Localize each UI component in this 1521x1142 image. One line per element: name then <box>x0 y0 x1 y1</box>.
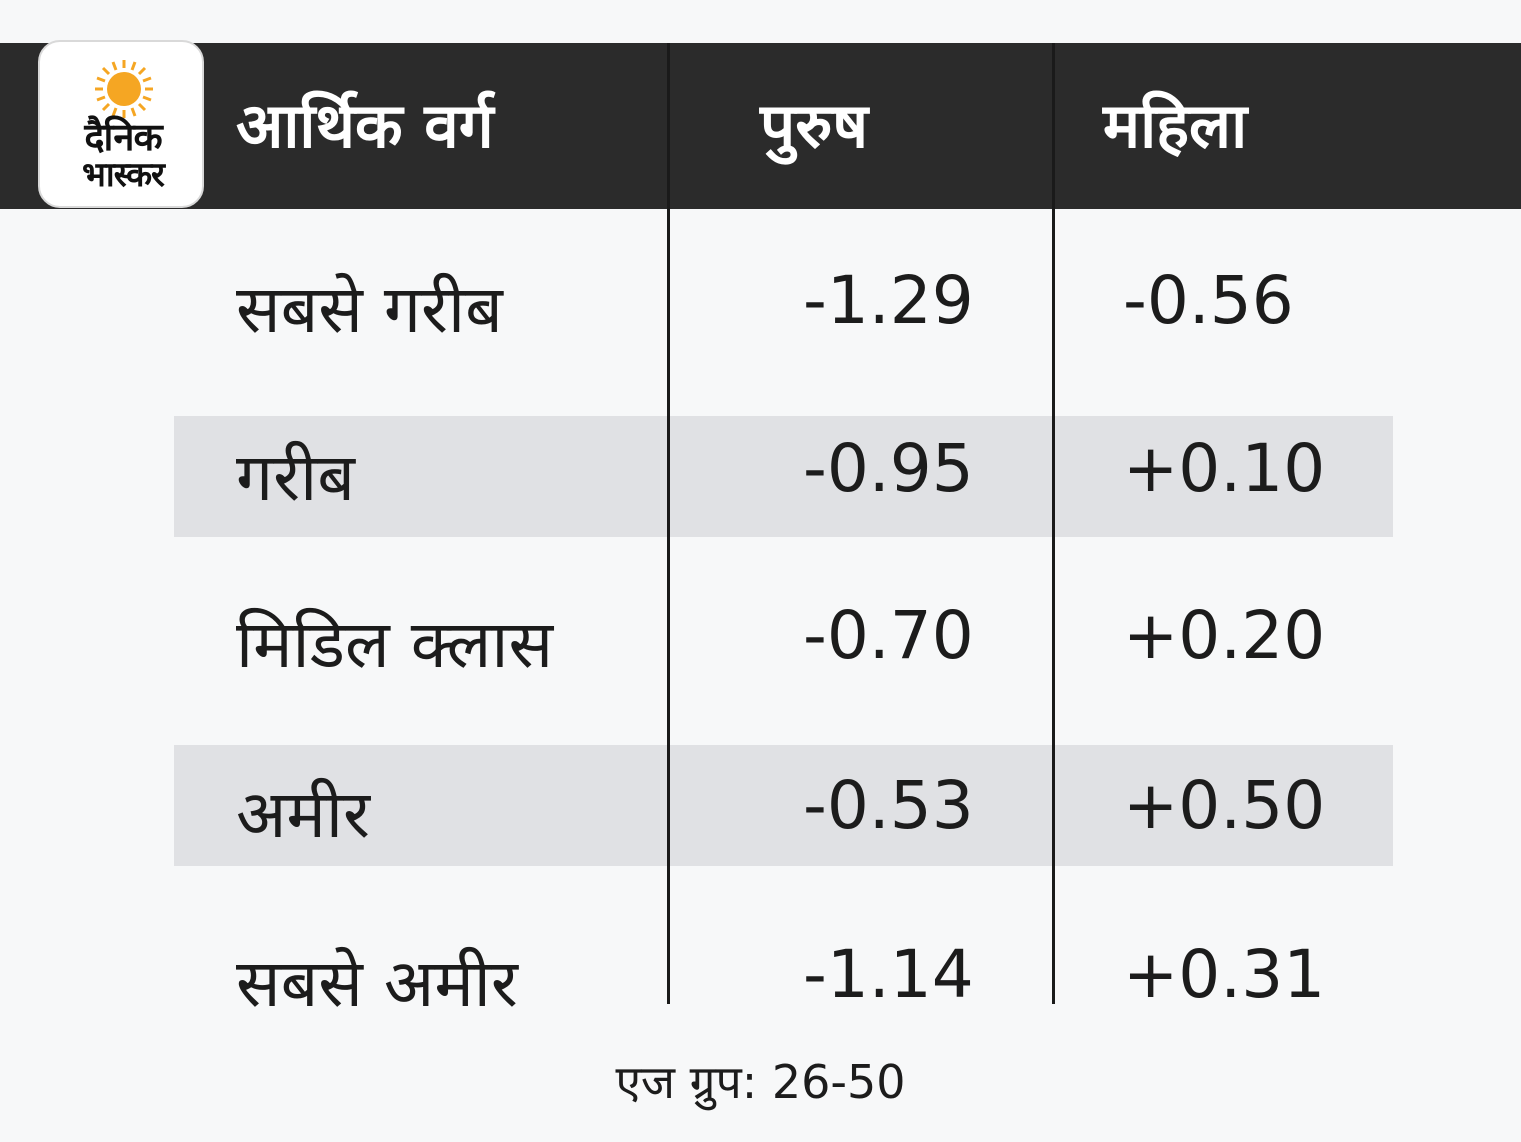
row-1-label: सबसे गरीब <box>236 271 503 348</box>
table-header-bar <box>0 43 1521 209</box>
row-2-men-value: -0.95 <box>803 430 974 507</box>
row-1-women-value: -0.56 <box>1123 262 1294 339</box>
column-divider-2 <box>1052 43 1055 1004</box>
row-4-women-value: +0.50 <box>1123 767 1326 844</box>
logo-word-dainik: दैनिक <box>84 115 162 159</box>
row-3-men-value: -0.70 <box>803 597 974 674</box>
row-3-label: मिडिल क्लास <box>236 606 554 683</box>
row-3-women-value: +0.20 <box>1123 597 1326 674</box>
header-men: पुरुष <box>760 89 869 162</box>
header-women: महिला <box>1103 89 1248 162</box>
row-2-label: गरीब <box>236 439 355 516</box>
age-group-footnote: एज ग्रुप: 26-50 <box>615 1055 906 1109</box>
dainik-bhaskar-logo: दैनिक भास्कर <box>38 40 204 208</box>
row-1-men-value: -1.29 <box>803 262 974 339</box>
row-4-label: अमीर <box>236 776 370 853</box>
row-band-2 <box>174 416 1393 537</box>
row-5-label: सबसे अमीर <box>236 945 518 1022</box>
header-economic-class: आर्थिक वर्ग <box>236 89 494 162</box>
sun-icon <box>95 60 153 118</box>
row-band-4 <box>174 745 1393 866</box>
column-divider-1 <box>667 43 670 1004</box>
logo-word-bhaskar: भास्कर <box>82 155 165 195</box>
row-5-women-value: +0.31 <box>1123 936 1326 1013</box>
row-4-men-value: -0.53 <box>803 767 974 844</box>
row-5-men-value: -1.14 <box>803 936 974 1013</box>
row-2-women-value: +0.10 <box>1123 430 1326 507</box>
